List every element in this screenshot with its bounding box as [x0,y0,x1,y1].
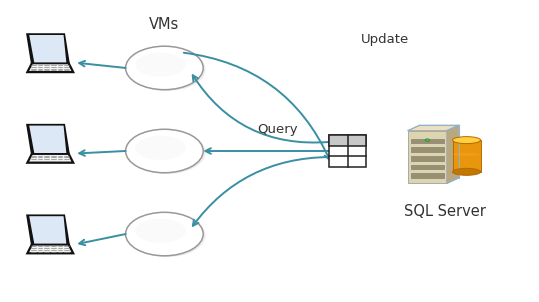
Polygon shape [411,139,444,143]
Ellipse shape [128,214,205,257]
Polygon shape [29,126,66,153]
Ellipse shape [135,53,186,77]
Polygon shape [411,173,444,178]
Polygon shape [27,154,73,163]
Polygon shape [329,135,366,146]
Ellipse shape [126,129,203,173]
Ellipse shape [126,212,203,256]
Ellipse shape [135,136,186,160]
Text: VMs: VMs [149,17,179,32]
Polygon shape [411,165,444,169]
Text: SQL Server: SQL Server [404,204,486,219]
Polygon shape [329,135,366,167]
Polygon shape [411,156,444,161]
Ellipse shape [128,47,205,91]
Polygon shape [27,244,73,253]
Polygon shape [27,34,68,63]
Ellipse shape [135,219,186,243]
Ellipse shape [453,153,481,156]
Polygon shape [27,125,68,154]
Ellipse shape [453,137,481,144]
Polygon shape [447,125,459,184]
Polygon shape [29,216,66,244]
Ellipse shape [453,168,481,175]
Ellipse shape [128,130,205,174]
Ellipse shape [126,46,203,90]
Circle shape [425,139,430,141]
Text: Update: Update [361,33,410,46]
Polygon shape [27,216,68,244]
Polygon shape [29,35,66,63]
Text: Query: Query [257,123,298,136]
Polygon shape [408,125,459,131]
Polygon shape [408,131,447,184]
Polygon shape [453,140,481,172]
Polygon shape [411,147,444,152]
Polygon shape [27,63,73,72]
